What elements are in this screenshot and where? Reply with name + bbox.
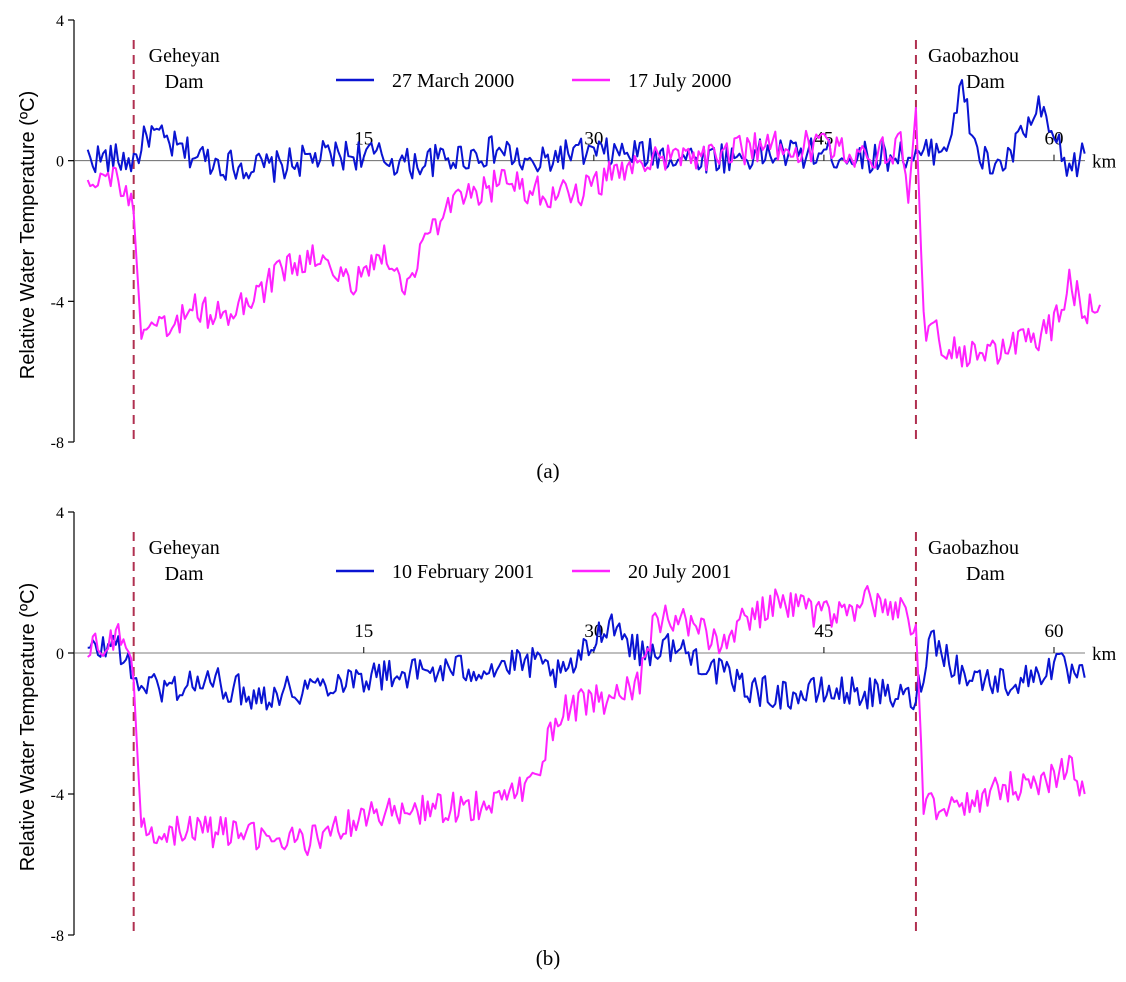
x-unit-label: km — [1092, 152, 1117, 173]
dam-label-geheyan-line1: Geheyan — [149, 537, 220, 559]
y-tick-label: 0 — [56, 154, 64, 171]
y-axis-label: Relative Water Temperature (ºC) — [17, 91, 39, 380]
dam-label-gaobazhou-line1: Gaobazhou — [928, 537, 1019, 559]
panel-label: (a) — [536, 459, 559, 483]
series-line-winter — [86, 79, 1086, 183]
y-tick-label: -4 — [51, 787, 64, 804]
x-tick-label: 45 — [814, 621, 833, 642]
chart-panel-b: 40-4-815 30 45 60kmGeheyanDamGaobazhouDam10… — [51, 505, 1117, 970]
panel-label: (b) — [536, 946, 561, 970]
x-tick-label: 15 — [354, 129, 373, 150]
x-tick-label: 30 — [584, 129, 603, 150]
legend-label: 20 July 2001 — [628, 561, 731, 583]
legend-label: 27 March 2000 — [392, 70, 514, 92]
dam-label-geheyan-line2: Dam — [165, 563, 204, 585]
x-unit-label: km — [1092, 644, 1117, 665]
y-axis-label-b: Relative Water Temperature (ºC) — [17, 583, 39, 872]
y-tick-label: 4 — [56, 13, 64, 30]
legend-label: 10 February 2001 — [392, 561, 534, 583]
dam-label-geheyan-line2: Dam — [165, 71, 204, 93]
y-tick-label: -8 — [51, 928, 64, 945]
dam-label-gaobazhou-line1: Gaobazhou — [928, 45, 1019, 67]
y-tick-label: -8 — [51, 435, 64, 452]
chart-panel-a: 40-4-815 30 45 60kmGeheyanDamGaobazhouDam27… — [51, 13, 1117, 483]
y-tick-label: 4 — [56, 505, 64, 522]
x-tick-label: 60 — [1044, 621, 1063, 642]
legend-label: 17 July 2000 — [628, 70, 731, 92]
dam-label-gaobazhou-line2: Dam — [966, 563, 1005, 585]
series-line-july — [87, 585, 1086, 857]
dam-label-gaobazhou-line2: Dam — [966, 71, 1005, 93]
y-tick-label: 0 — [56, 646, 64, 663]
series-line-july — [86, 106, 1101, 368]
dam-label-geheyan-line1: Geheyan — [149, 45, 220, 67]
y-tick-label: -4 — [51, 294, 64, 311]
x-tick-label: 15 — [354, 621, 373, 642]
